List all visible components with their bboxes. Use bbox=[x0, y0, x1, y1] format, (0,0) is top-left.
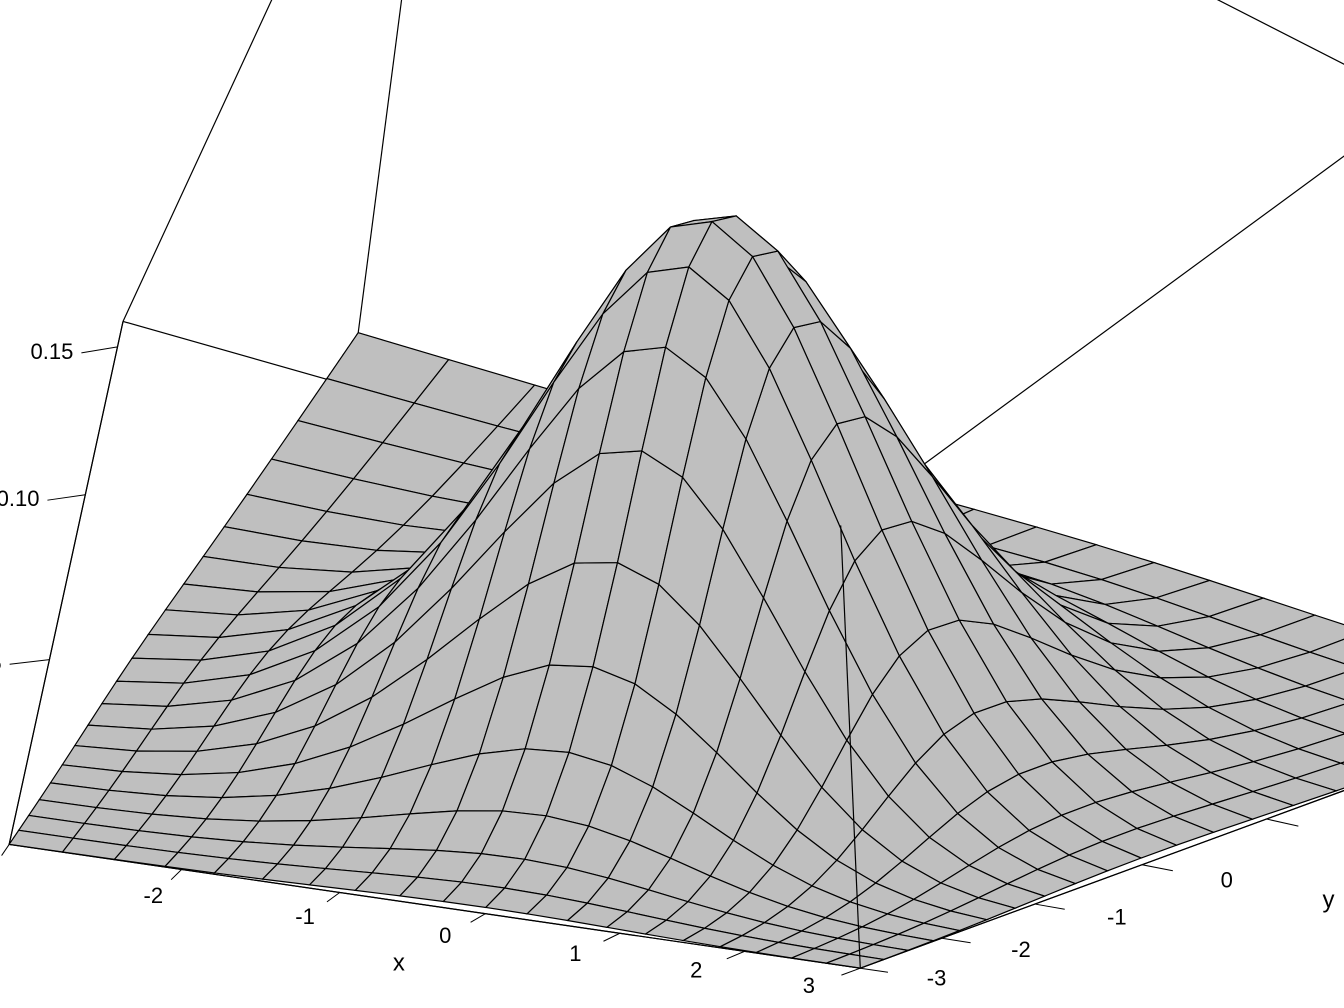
x-axis-label: x bbox=[393, 949, 405, 976]
y-axis-label: y bbox=[1323, 886, 1335, 913]
x-tick bbox=[327, 892, 340, 901]
y-tick bbox=[942, 938, 971, 943]
x-tick bbox=[603, 933, 619, 941]
y-tick bbox=[1035, 904, 1065, 909]
surface bbox=[9, 216, 1344, 968]
axis-tick-label: 0.05 bbox=[0, 650, 2, 675]
axis-tick-label: 1 bbox=[569, 941, 581, 966]
axis-tick-label: -2 bbox=[1011, 937, 1031, 962]
y-tick bbox=[1142, 865, 1173, 871]
x-tick bbox=[841, 968, 860, 975]
z-tick bbox=[10, 660, 50, 665]
axis-tick-label: -3 bbox=[927, 965, 947, 990]
z-tick bbox=[47, 495, 85, 500]
x-tick bbox=[471, 914, 486, 923]
axis-tick-label: 2 bbox=[690, 958, 702, 983]
y-tick bbox=[1266, 819, 1298, 826]
box-edge bbox=[358, 0, 452, 333]
axis-tick-label: 0.15 bbox=[31, 339, 74, 364]
axis-tick-label: -1 bbox=[1107, 904, 1127, 929]
z-tick bbox=[81, 347, 117, 353]
axis-tick-label: -1 bbox=[295, 904, 315, 929]
axis-tick-label: -2 bbox=[144, 883, 164, 908]
axis-tick-label: 0.10 bbox=[0, 486, 39, 511]
x-tick bbox=[727, 951, 745, 958]
axis-tick-label: 0 bbox=[1221, 867, 1233, 892]
x-tick bbox=[2, 844, 10, 855]
x-tick bbox=[171, 869, 181, 879]
axis-tick-label: 3 bbox=[803, 973, 815, 998]
axis-tick-label: 0 bbox=[439, 923, 451, 948]
box-edge bbox=[452, 0, 1344, 102]
y-tick bbox=[860, 968, 888, 972]
box-edge bbox=[123, 0, 452, 321]
bivariate-normal-3d-surface: -3-2-10123x-3-2-10123y0.050.100.15f(x,y) bbox=[0, 0, 1344, 1008]
